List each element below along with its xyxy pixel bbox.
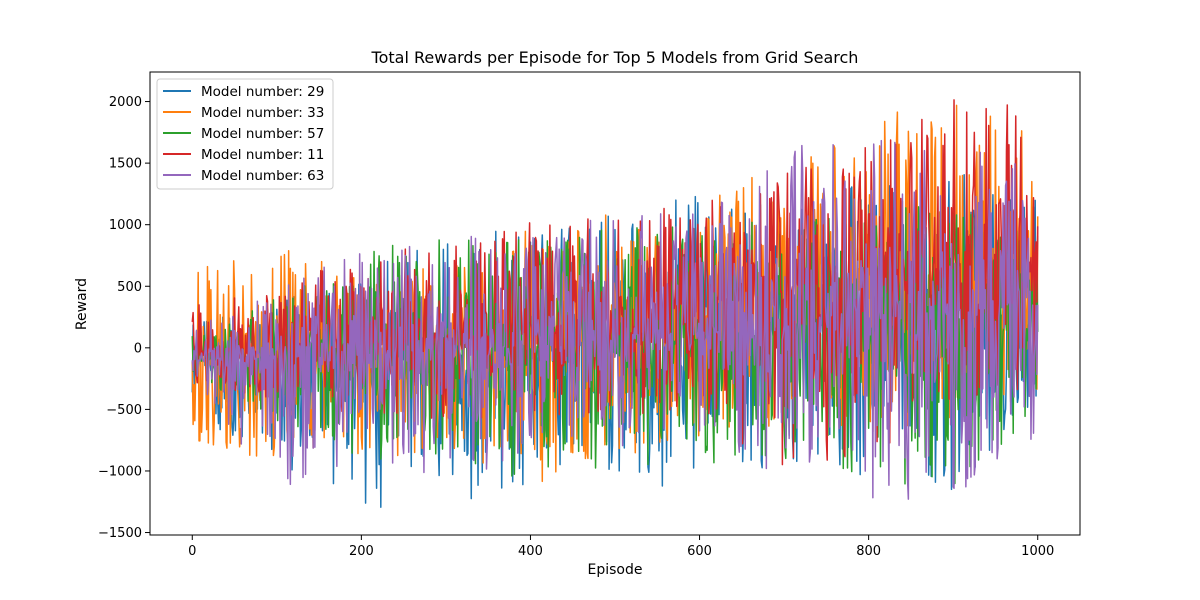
x-tick-label: 600 xyxy=(687,544,712,559)
y-ticks-layer: −1500 −1000 −500 0 500 1000 1500 2000 xyxy=(98,95,150,541)
series-line-5 xyxy=(191,139,1039,500)
plot-area-frame xyxy=(149,71,1081,536)
x-tick-label: 1000 xyxy=(1021,544,1054,559)
y-tick-label: 1000 xyxy=(109,218,142,233)
legend: Model number: 29 Model number: 33 Model nu… xyxy=(156,78,334,190)
x-tick-label: 0 xyxy=(188,544,196,559)
y-tick-label: 0 xyxy=(134,341,142,356)
y-tick-label: −500 xyxy=(106,403,142,418)
x-tick-label: 800 xyxy=(856,544,881,559)
y-tick-label: 1500 xyxy=(109,157,142,172)
x-tick-label: 400 xyxy=(518,544,543,559)
legend-label: Model number: 29 xyxy=(201,84,324,100)
y-tick-label: −1000 xyxy=(98,464,142,479)
y-tick-label: 2000 xyxy=(109,95,142,110)
legend-items: Model number: 29 Model number: 33 Model nu… xyxy=(163,84,324,184)
legend-label: Model number: 57 xyxy=(201,126,324,142)
x-tick-label: 200 xyxy=(349,544,374,559)
chart-title: Total Rewards per Episode for Top 5 Mode… xyxy=(371,48,859,67)
y-axis-label: Reward xyxy=(74,278,90,330)
legend-label: Model number: 63 xyxy=(201,168,324,184)
y-tick-label: 500 xyxy=(117,280,142,295)
x-ticks-layer: 0 200 400 600 800 1000 xyxy=(188,535,1054,559)
series-lines-layer xyxy=(191,99,1039,508)
legend-box xyxy=(156,78,334,190)
legend-label: Model number: 33 xyxy=(201,105,324,121)
x-axis-label: Episode xyxy=(588,562,643,578)
y-tick-label: −1500 xyxy=(98,526,142,541)
legend-label: Model number: 11 xyxy=(201,147,324,163)
